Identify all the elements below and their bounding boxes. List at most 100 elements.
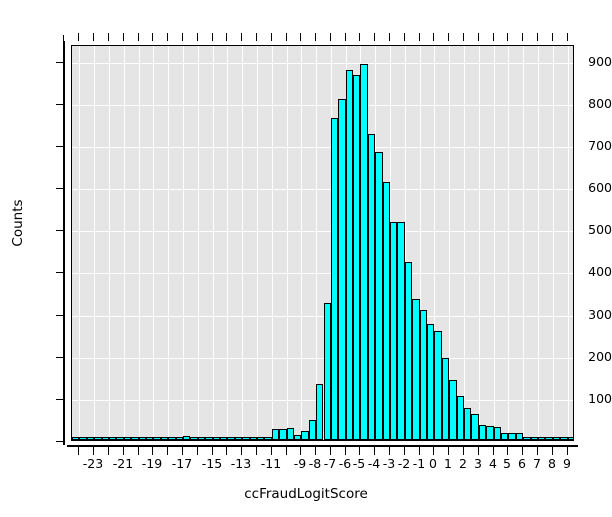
x-axis-tick	[567, 447, 568, 455]
histogram-bar	[493, 426, 502, 440]
gridline-vertical	[183, 46, 184, 440]
gridline-horizontal	[72, 147, 573, 148]
histogram-bar	[256, 437, 265, 440]
plot-panel	[71, 45, 574, 441]
histogram-bar	[264, 437, 272, 440]
histogram-bar	[567, 437, 573, 440]
y-axis-tick	[56, 188, 64, 189]
x-axis-tick-label: 6	[518, 456, 526, 471]
x-axis-tick	[167, 447, 168, 455]
x-axis-tick	[241, 447, 242, 455]
x-axis-tick-top	[241, 33, 242, 41]
gridline-vertical	[553, 46, 554, 440]
histogram-bar	[286, 428, 294, 440]
gridline-vertical	[523, 46, 524, 440]
x-axis-tick	[93, 447, 94, 455]
x-axis-tick-label: -8	[308, 456, 322, 471]
x-axis-tick-top	[419, 33, 420, 41]
histogram-bar	[190, 437, 198, 440]
x-axis-tick	[478, 447, 479, 455]
histogram-bar	[523, 436, 531, 440]
x-axis-tick-label: 8	[548, 456, 556, 471]
x-axis-tick-top	[537, 33, 538, 41]
y-axis-tick-label: 200	[588, 349, 612, 364]
histogram-bar	[175, 437, 183, 440]
x-axis-tick	[493, 447, 494, 455]
x-axis-tick	[389, 447, 390, 455]
histogram-bar	[404, 262, 413, 440]
histogram-bar	[449, 379, 457, 440]
gridline-horizontal	[72, 189, 573, 190]
gridline-vertical	[420, 46, 421, 440]
y-axis-tick-label: 300	[588, 307, 612, 322]
histogram-bar	[123, 436, 132, 440]
histogram-bar	[330, 117, 339, 440]
histogram-bar	[234, 437, 243, 440]
histogram-bar	[545, 437, 553, 440]
x-axis-tick-top	[493, 33, 494, 41]
x-axis-tick-top	[182, 33, 183, 41]
histogram-bar	[168, 437, 176, 440]
gridline-horizontal	[72, 105, 573, 106]
histogram-bar	[441, 358, 450, 440]
histogram-bar	[464, 408, 472, 440]
histogram-bar	[412, 299, 420, 440]
x-axis-tick	[433, 447, 434, 455]
histogram-bar	[131, 437, 139, 440]
gridline-vertical	[508, 46, 509, 440]
y-axis-tick-top	[63, 35, 64, 41]
x-axis-tick	[315, 447, 316, 455]
gridline-vertical	[449, 46, 450, 440]
histogram-bar	[205, 437, 213, 440]
histogram-bar	[427, 323, 435, 440]
y-axis-tick-label: 500	[588, 222, 612, 237]
gridline-vertical	[479, 46, 480, 440]
histogram-bar	[316, 383, 324, 440]
y-axis-tick-label: 700	[588, 138, 612, 153]
histogram-bar	[353, 75, 361, 440]
histogram-bar	[323, 302, 331, 440]
x-axis-tick-top	[374, 33, 375, 41]
x-axis-tick-label: -13	[230, 456, 252, 471]
x-axis-tick-top	[522, 33, 523, 41]
gridline-vertical	[168, 46, 169, 440]
x-axis-tick-label: -4	[367, 456, 381, 471]
histogram-bar	[108, 437, 117, 440]
x-axis-tick-top	[478, 33, 479, 41]
gridline-horizontal	[72, 273, 573, 274]
y-axis-title: Counts	[10, 199, 26, 247]
x-axis-tick-label: -17	[171, 456, 193, 471]
x-axis-tick	[345, 447, 346, 455]
x-axis-tick-top	[507, 33, 508, 41]
x-axis-tick	[197, 447, 198, 455]
x-axis-tick-label: 4	[489, 456, 497, 471]
x-axis-tick	[507, 447, 508, 455]
x-axis-tick-top	[286, 33, 287, 41]
x-axis-tick-label: -7	[323, 456, 337, 471]
x-axis-tick-top	[123, 33, 124, 41]
histogram-bar	[471, 414, 479, 440]
x-axis-tick	[138, 447, 139, 455]
x-axis-tick-top	[448, 33, 449, 41]
histogram-bar	[345, 70, 354, 440]
gridline-vertical	[287, 46, 288, 440]
histogram-bar	[72, 437, 80, 440]
y-axis-tick	[56, 315, 64, 316]
y-axis-tick	[56, 146, 64, 147]
x-axis-tick-top	[226, 33, 227, 41]
x-axis-tick-label: -19	[141, 456, 163, 471]
gridline-vertical	[434, 46, 435, 440]
gridline-vertical	[227, 46, 228, 440]
x-axis-tick-top	[552, 33, 553, 41]
x-axis-tick-top	[197, 33, 198, 41]
x-axis-tick	[78, 447, 79, 455]
histogram-bar	[227, 437, 235, 440]
y-axis-tick	[56, 104, 64, 105]
histogram-bar	[419, 310, 428, 440]
x-axis-tick-label: 3	[474, 456, 482, 471]
gridline-vertical	[538, 46, 539, 440]
x-axis-tick-label: -2	[397, 456, 411, 471]
x-axis-tick-top	[93, 33, 94, 41]
gridline-vertical	[494, 46, 495, 440]
